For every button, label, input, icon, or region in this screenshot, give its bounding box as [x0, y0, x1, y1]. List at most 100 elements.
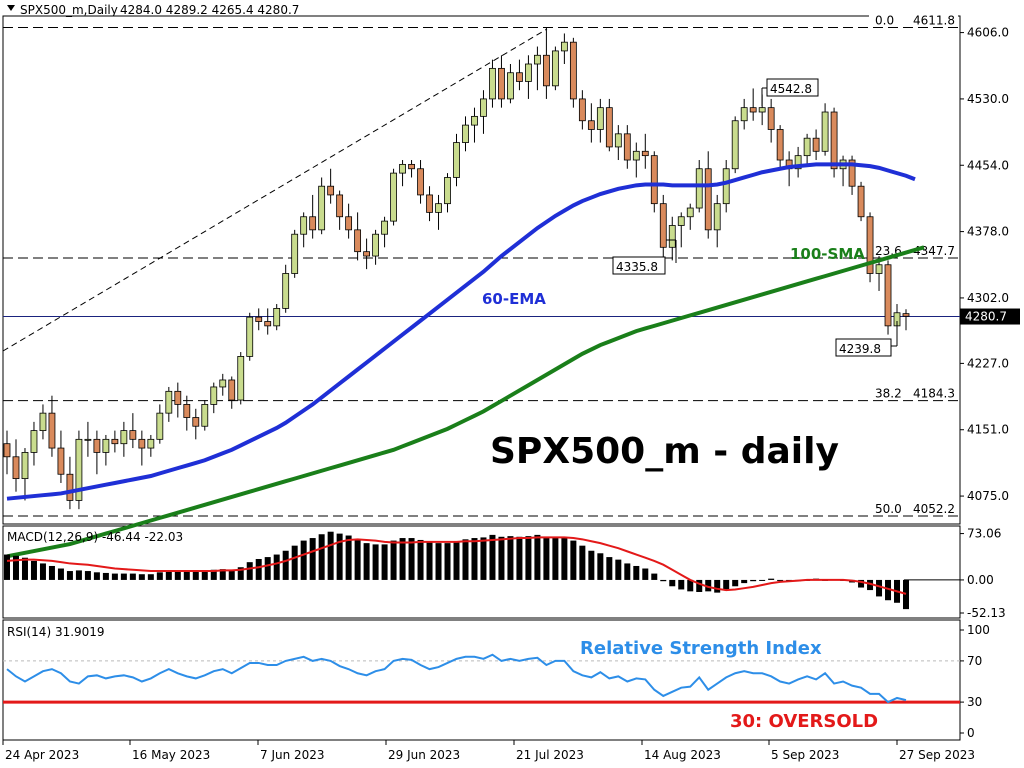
candle [596, 98, 604, 143]
candle-body-bear [255, 316, 263, 322]
macd-bar [768, 578, 775, 580]
candle [480, 90, 487, 134]
candle-body-bull [390, 172, 397, 222]
candle-body-bull [291, 233, 299, 274]
x-tick-label: 7 Jun 2023 [260, 748, 325, 762]
candle-body-bear [93, 438, 101, 453]
candle-body-bear [111, 438, 119, 445]
candle [39, 404, 47, 440]
rsi-y-tick-label: 30 [967, 695, 982, 709]
macd-bar [471, 538, 478, 580]
candle-body-bear [857, 185, 865, 218]
rsi-label: RSI(14) 31.9019 [7, 625, 105, 639]
x-tick-label: 21 Jul 2023 [516, 748, 584, 762]
candle [57, 430, 65, 483]
macd-bar [111, 573, 118, 580]
macd-bar [705, 579, 712, 592]
candle-body-bear [516, 72, 523, 82]
candle-body-bear [345, 216, 353, 231]
candle-body-bear [48, 412, 56, 449]
candle [336, 190, 344, 230]
candle [569, 37, 577, 108]
collapse-triangle-icon[interactable] [7, 5, 15, 11]
macd-bar [255, 558, 262, 580]
candle [884, 260, 892, 335]
candle-body-bull [875, 264, 883, 274]
candle [426, 186, 433, 222]
macd-bar [552, 537, 559, 580]
macd-bar [156, 572, 163, 580]
candle [174, 382, 182, 418]
candle-body-bear [902, 313, 910, 317]
candle-body-bull [246, 316, 254, 357]
candle [282, 264, 290, 313]
y-tick-label: 4606.0 [967, 26, 1009, 40]
macd-bar [498, 536, 505, 580]
candle [381, 216, 388, 248]
macd-bar [363, 543, 370, 580]
candle [498, 55, 505, 108]
candle-body-bear [66, 473, 74, 501]
candle [291, 229, 299, 278]
candle-body-bull [102, 438, 110, 453]
candle-body-bear [578, 98, 586, 122]
macd-bar [453, 541, 460, 580]
candle-body-bull [471, 115, 478, 126]
candle-body-bear [138, 438, 146, 449]
candle [902, 309, 910, 331]
macd-bar [642, 568, 649, 580]
macd-bar [300, 540, 307, 580]
macd-bar [201, 571, 208, 580]
candle-body-bull [525, 63, 532, 82]
candle-body-bull [560, 41, 568, 52]
macd-bar [102, 572, 109, 580]
candle [668, 216, 676, 261]
macd-histogram [4, 531, 909, 610]
candle [453, 133, 460, 187]
macd-y-axis: 73.06 0.00 -52.13 [960, 527, 1006, 620]
candle [578, 90, 586, 130]
x-axis: 24 Apr 2023 16 May 2023 7 Jun 2023 29 Jun 2… [2, 740, 975, 762]
y-tick-label: 4151.0 [967, 423, 1009, 437]
candle [147, 434, 155, 457]
candle [839, 155, 847, 187]
candle [632, 142, 640, 178]
macd-bar [858, 579, 865, 588]
macd-bar [579, 545, 586, 580]
candle-body-bear [587, 120, 595, 130]
candle [228, 376, 236, 409]
macd-bar [4, 554, 10, 580]
macd-bar [318, 534, 325, 580]
macd-bar [867, 579, 874, 591]
fib-label-bg [869, 14, 958, 27]
macd-bar [210, 569, 217, 580]
macd-bar [39, 563, 46, 580]
macd-bar [273, 554, 280, 580]
candle-body-bull [462, 124, 469, 143]
macd-bar [372, 544, 379, 580]
candle-body-bull [758, 107, 766, 113]
candle [830, 107, 838, 178]
rsi-y-tick-label: 70 [967, 654, 982, 668]
candle [219, 373, 227, 396]
candle [776, 125, 784, 169]
last-price-tag [960, 308, 1020, 325]
candle-body-bull [21, 452, 29, 480]
candle [659, 194, 667, 269]
fib-ratio-label: 0.0 [875, 14, 894, 28]
candle [93, 430, 101, 475]
candle-body-bear [650, 155, 658, 205]
candle-body-bear [848, 159, 856, 187]
candle [507, 64, 514, 104]
chart-ohlc: 4284.0 4289.2 4265.4 4280.7 [120, 3, 299, 17]
macd-bar [399, 538, 406, 580]
fib-price-label: 4611.8 [913, 14, 955, 28]
macd-bar [903, 579, 909, 610]
candle-body-bull [489, 67, 496, 100]
candle-body-bull [740, 107, 748, 122]
candle-body-bull [551, 50, 559, 87]
candle [686, 203, 694, 230]
candle [75, 430, 83, 510]
candle-body-bear [57, 447, 65, 475]
y-tick-label: 4302.0 [967, 291, 1009, 305]
